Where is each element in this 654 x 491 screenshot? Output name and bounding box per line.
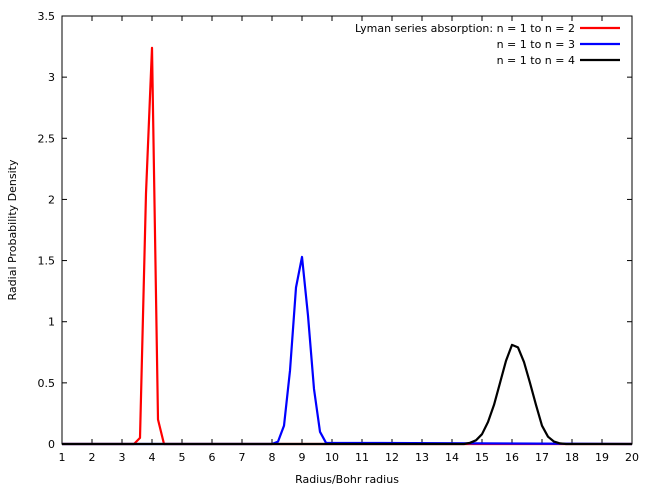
x-tick-label: 19 xyxy=(595,451,609,464)
x-tick-label: 12 xyxy=(385,451,399,464)
y-axis-title: Radial Probability Density xyxy=(6,159,19,300)
x-axis-title: Radius/Bohr radius xyxy=(295,473,399,486)
x-tick-label: 1 xyxy=(59,451,66,464)
y-tick-label: 3.5 xyxy=(38,10,56,23)
series-line-1 xyxy=(62,46,632,446)
legend-label-3: n = 1 to n = 4 xyxy=(497,54,575,67)
y-tick-label: 0.5 xyxy=(38,377,56,390)
y-tick-label: 1.5 xyxy=(38,255,56,268)
y-tick-label: 2.5 xyxy=(38,132,56,145)
y-tick-label: 0 xyxy=(48,438,55,451)
x-tick-label: 20 xyxy=(625,451,639,464)
y-tick-label: 3 xyxy=(48,71,55,84)
x-tick-label: 13 xyxy=(415,451,429,464)
x-tick-label: 11 xyxy=(355,451,369,464)
x-tick-label: 10 xyxy=(325,451,339,464)
x-tick-label: 9 xyxy=(299,451,306,464)
x-tick-label: 6 xyxy=(209,451,216,464)
x-tick-label: 7 xyxy=(239,451,246,464)
x-tick-label: 16 xyxy=(505,451,519,464)
plot-frame xyxy=(61,15,633,445)
x-tick-label: 18 xyxy=(565,451,579,464)
x-tick-label: 4 xyxy=(149,451,156,464)
x-tick-label: 17 xyxy=(535,451,549,464)
y-tick-label: 1 xyxy=(48,316,55,329)
x-tick-label: 5 xyxy=(179,451,186,464)
x-tick-label: 3 xyxy=(119,451,126,464)
legend-label-2: n = 1 to n = 3 xyxy=(497,38,575,51)
legend-label-1: Lyman series absorption: n = 1 to n = 2 xyxy=(355,22,575,35)
series-line-3 xyxy=(62,343,632,446)
x-tick-label: 15 xyxy=(475,451,489,464)
x-tick-label: 2 xyxy=(89,451,96,464)
y-tick-label: 2 xyxy=(48,193,55,206)
x-tick-label: 8 xyxy=(269,451,276,464)
x-tick-label: 14 xyxy=(445,451,459,464)
series-line-2 xyxy=(62,255,633,446)
